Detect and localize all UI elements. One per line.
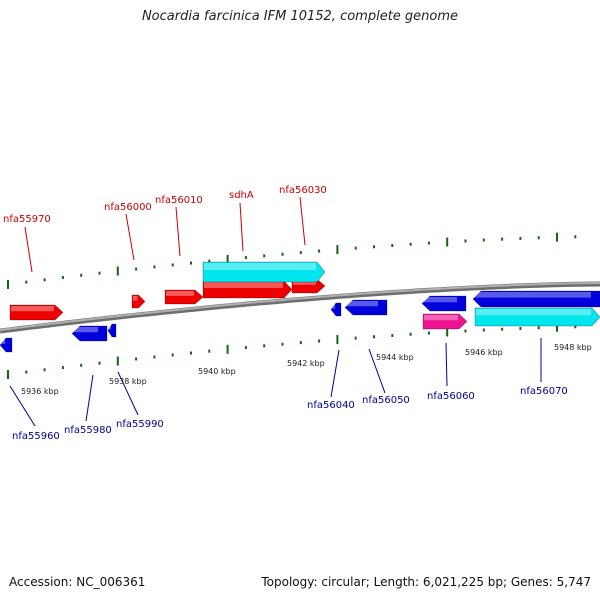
- gene-nfa55990: [107, 323, 117, 338]
- label-sdhA: sdhA: [229, 190, 254, 201]
- leader-nfa55960: [9, 385, 36, 427]
- gene-nfa56050-shine: [346, 301, 378, 307]
- leader-nfa56050: [368, 348, 386, 394]
- gene-nfa55980-shine: [73, 327, 98, 333]
- leader-nfa55970: [24, 226, 33, 273]
- leader-nfa56000: [125, 213, 135, 261]
- gene-nfa56070: [472, 290, 600, 308]
- label-nfa55970: nfa55970: [3, 214, 51, 225]
- gene-nfa56000-shine: [133, 296, 138, 301]
- leader-nfa56060: [445, 342, 448, 387]
- scale-label-5942: 5942 kbp: [287, 359, 325, 368]
- gene-nfa56000: [131, 294, 146, 309]
- genome-backbone: [0, 281, 600, 334]
- label-leader-lines: [9, 196, 542, 427]
- gene-nfa55980: [71, 325, 108, 342]
- scale-label-5948: 5948 kbp: [554, 343, 592, 352]
- gene-nfa55960: [0, 337, 13, 353]
- gene-nfa56060-shine: [423, 297, 457, 303]
- gene-nfa55990-shine: [109, 325, 111, 330]
- leader-nfa55990: [117, 371, 139, 416]
- label-nfa55980: nfa55980: [64, 425, 112, 436]
- scale-label-5940: 5940 kbp: [198, 367, 236, 376]
- label-nfa56050: nfa56050: [362, 395, 410, 406]
- label-nfa56000: nfa56000: [104, 202, 152, 213]
- gene-sdhA-cyan-shine: [204, 263, 316, 270]
- gene-nfa56060-magenta: [422, 313, 468, 330]
- gene-sdhA-shine: [204, 282, 283, 288]
- scale-label-5938: 5938 kbp: [109, 377, 147, 386]
- label-nfa56070: nfa56070: [520, 386, 568, 397]
- inner-tick-row: [7, 322, 577, 379]
- gene-nfa55970-shine: [11, 306, 54, 312]
- gene-nfa56010-shine: [166, 291, 194, 296]
- gene-nfa56040-shine: [332, 304, 335, 309]
- gene-nfa56070-shine: [474, 292, 591, 298]
- gene-nfa56050: [344, 299, 388, 316]
- scale-label-5936: 5936 kbp: [21, 387, 59, 396]
- gene-nfa56010: [164, 289, 204, 305]
- leader-nfa56040: [330, 349, 340, 398]
- gene-nfa55960-shine: [1, 339, 5, 344]
- gene-nfa56060-magenta-shine: [424, 315, 458, 321]
- topology-text: Topology: circular; Length: 6,021,225 bp…: [261, 575, 591, 589]
- map-title: Nocardia farcinica IFM 10152, complete g…: [141, 9, 459, 24]
- gene-sdhA-cyan: [202, 261, 326, 283]
- label-nfa56010: nfa56010: [155, 195, 203, 206]
- leader-sdhA: [239, 202, 244, 252]
- gene-nfa56030-shine: [293, 280, 316, 285]
- label-nfa56030: nfa56030: [279, 185, 327, 196]
- label-nfa55960: nfa55960: [12, 431, 60, 442]
- gene-nfa56040: [330, 302, 342, 317]
- gene-nfa55970: [9, 304, 64, 321]
- gene-nfa56070-cyan-shine: [476, 309, 591, 316]
- label-nfa55990: nfa55990: [116, 419, 164, 430]
- accession-text: Accession: NC_006361: [9, 575, 146, 589]
- gene-nfa56070-cyan: [474, 307, 600, 327]
- leader-nfa56030: [299, 196, 306, 246]
- gene-features: [0, 261, 600, 353]
- leader-nfa56010: [175, 206, 181, 257]
- label-nfa56040: nfa56040: [307, 400, 355, 411]
- leader-nfa55980: [85, 374, 94, 422]
- scale-label-5944: 5944 kbp: [376, 353, 414, 362]
- backbone-highlight: [0, 282, 600, 331]
- label-nfa56060: nfa56060: [427, 391, 475, 402]
- gene-nfa56060: [421, 295, 467, 312]
- scale-labels: 5936 kbp 5938 kbp 5940 kbp 5942 kbp 5944 kbp…: [21, 343, 592, 396]
- scale-label-5946: 5946 kbp: [465, 348, 503, 357]
